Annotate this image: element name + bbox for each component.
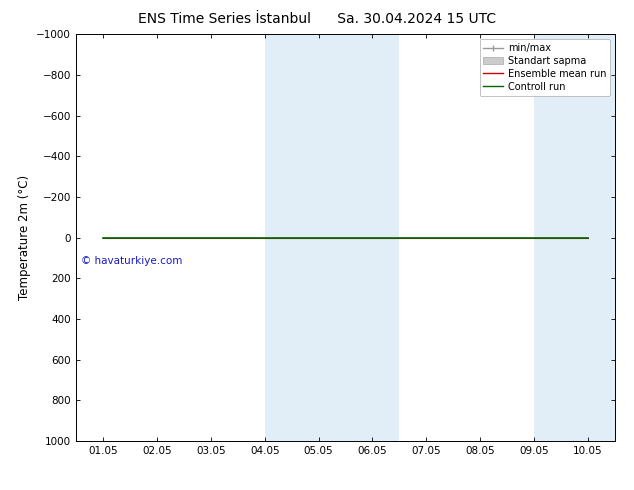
- Legend: min/max, Standart sapma, Ensemble mean run, Controll run: min/max, Standart sapma, Ensemble mean r…: [479, 39, 610, 96]
- Bar: [534, 34, 615, 441]
- Bar: [265, 34, 399, 441]
- Text: ENS Time Series İstanbul      Sa. 30.04.2024 15 UTC: ENS Time Series İstanbul Sa. 30.04.2024 …: [138, 12, 496, 26]
- Text: © havaturkiye.com: © havaturkiye.com: [81, 256, 183, 266]
- Y-axis label: Temperature 2m (°C): Temperature 2m (°C): [18, 175, 31, 300]
